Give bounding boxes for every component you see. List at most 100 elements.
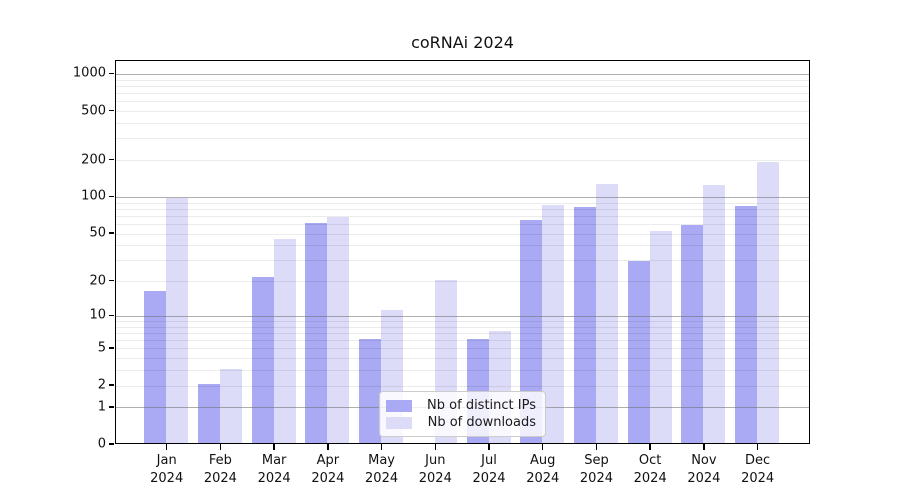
y-tick-mark (109, 443, 114, 445)
gridline-minor (116, 340, 809, 342)
y-tick-mark (109, 384, 114, 386)
gridline-minor (116, 215, 809, 217)
gridline-minor (116, 224, 809, 225)
bar-distinct-ips (735, 206, 758, 443)
x-tick-mark (327, 444, 329, 450)
x-tick-mark (703, 444, 705, 450)
y-tick-label: 50 (89, 225, 106, 241)
x-tick-mark (380, 444, 383, 450)
bar-downloads (327, 216, 350, 443)
gridline-minor (116, 326, 809, 328)
x-tick-label: Jul 2024 (472, 453, 506, 486)
gridline-minor (116, 348, 809, 350)
x-tick-label: Oct 2024 (633, 453, 667, 486)
y-tick-mark (109, 406, 114, 408)
y-tick-label: 10 (89, 307, 106, 323)
bar-downloads (273, 238, 296, 443)
gridline-minor (116, 101, 809, 103)
gridline-minor (116, 321, 809, 322)
bar-distinct-ips (251, 277, 274, 443)
y-tick-label: 1 (97, 399, 106, 415)
plot-area (115, 60, 810, 444)
legend: Nb of distinct IPs Nb of downloads (379, 391, 546, 437)
bar-distinct-ips (520, 219, 543, 443)
y-tick-label: 100 (81, 188, 106, 204)
legend-entry-distinct-ips: Nb of distinct IPs (386, 398, 536, 413)
bar-downloads (542, 204, 565, 443)
gridline-major (116, 196, 809, 198)
x-tick-label: Jan 2024 (150, 453, 184, 486)
bar-distinct-ips (305, 222, 328, 443)
gridline-minor (116, 358, 809, 360)
bar-downloads (166, 198, 189, 443)
gridline-major (116, 73, 809, 75)
gridline-minor (116, 123, 809, 124)
y-tick-mark (109, 279, 114, 282)
y-tick-mark (109, 195, 114, 198)
gridline-minor (116, 370, 809, 372)
legend-swatch-distinct-ips (386, 399, 412, 412)
legend-entry-downloads: Nb of downloads (386, 415, 536, 430)
x-tick-mark (165, 444, 168, 450)
y-tick-label: 2 (97, 377, 106, 393)
x-tick-mark (273, 444, 275, 450)
y-tick-mark (109, 347, 114, 349)
bar-downloads (703, 184, 726, 443)
chart-title: coRNAi 2024 (411, 33, 514, 52)
x-tick-label: Jun 2024 (418, 453, 452, 486)
bar-downloads (219, 368, 242, 443)
gridline-minor (116, 160, 809, 162)
x-tick-label: Feb 2024 (203, 453, 237, 486)
x-tick-label: Dec 2024 (741, 453, 775, 486)
x-tick-mark (434, 444, 437, 450)
x-tick-label: May 2024 (365, 453, 399, 486)
x-tick-label: Sep 2024 (579, 453, 613, 486)
bar-distinct-ips (197, 384, 220, 443)
gridline-minor (116, 79, 809, 81)
x-tick-mark (595, 444, 598, 450)
gridline-minor (116, 208, 809, 210)
y-tick-mark (109, 72, 114, 75)
y-tick-mark (109, 158, 114, 161)
bar-downloads (649, 231, 672, 443)
bar-downloads (757, 161, 780, 443)
x-tick-mark (756, 444, 759, 450)
y-tick-label: 500 (81, 103, 106, 119)
y-tick-label: 200 (81, 152, 106, 168)
y-tick-label: 1000 (72, 65, 106, 81)
gridline-minor (116, 138, 809, 140)
gridline-minor (116, 332, 809, 334)
gridline-minor (116, 233, 809, 235)
x-tick-label: Mar 2024 (257, 453, 291, 486)
bar-distinct-ips (573, 207, 596, 443)
bar-distinct-ips (627, 260, 650, 443)
x-tick-mark (488, 444, 490, 450)
gridline-minor (116, 111, 809, 113)
gridline-minor (116, 385, 809, 387)
y-tick-label: 5 (97, 340, 106, 356)
x-tick-mark (541, 444, 544, 450)
y-tick-label: 0 (97, 436, 106, 452)
x-tick-label: Aug 2024 (526, 453, 560, 486)
x-tick-mark (649, 444, 651, 450)
legend-label-distinct-ips: Nb of distinct IPs (427, 398, 536, 413)
gridline-major (116, 315, 809, 317)
gridline-minor (116, 260, 809, 262)
gridline-minor (116, 93, 809, 95)
bar-downloads (595, 184, 618, 443)
gridline-minor (116, 281, 809, 283)
gridline-minor (116, 202, 809, 204)
x-tick-mark (219, 444, 222, 450)
y-tick-mark (109, 232, 114, 234)
bar-distinct-ips (681, 225, 704, 443)
x-tick-label: Apr 2024 (311, 453, 345, 486)
bar-distinct-ips (359, 338, 382, 443)
bar-distinct-ips (144, 291, 167, 443)
y-tick-label: 20 (89, 273, 106, 289)
legend-label-downloads: Nb of downloads (427, 415, 536, 430)
gridline-minor (116, 85, 809, 87)
x-tick-label: Nov 2024 (687, 453, 721, 486)
gridline-minor (116, 245, 809, 247)
legend-swatch-downloads (386, 416, 412, 429)
